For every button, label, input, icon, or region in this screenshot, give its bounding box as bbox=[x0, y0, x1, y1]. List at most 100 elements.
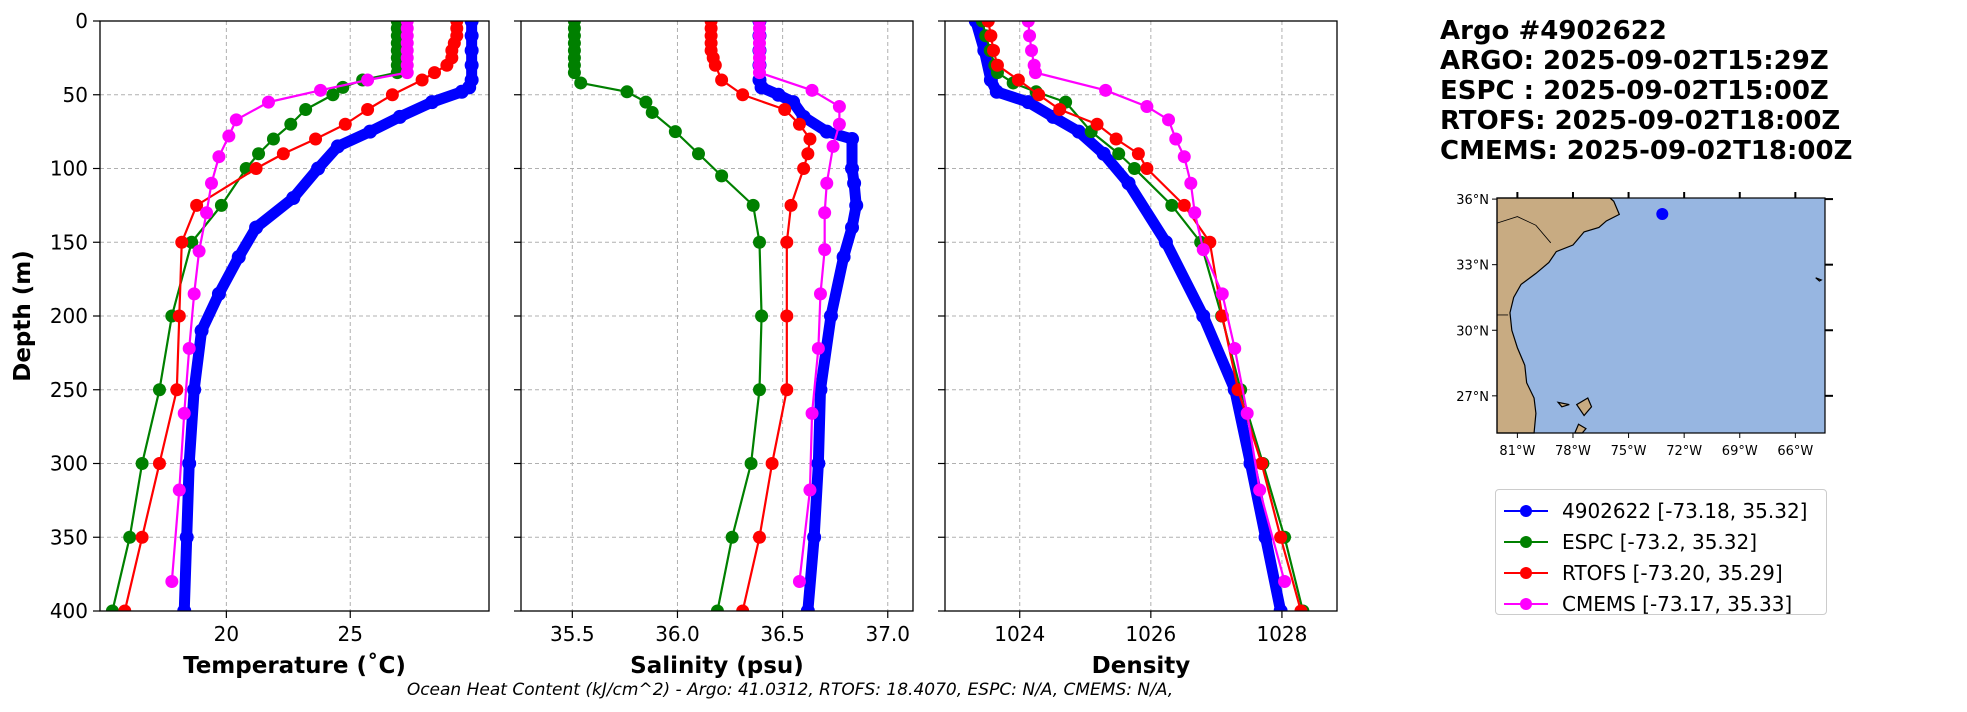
cmems-marker bbox=[172, 483, 186, 497]
map-lon-label: 75°W bbox=[1611, 444, 1647, 459]
rtofs-marker bbox=[1053, 103, 1067, 116]
espc-marker bbox=[746, 198, 760, 212]
title-float-id: Argo #4902622 bbox=[1440, 16, 1667, 46]
legend-label: 4902622 [-73.18, 35.32] bbox=[1562, 498, 1808, 523]
rtofs-marker bbox=[752, 530, 766, 544]
axes-frame bbox=[520, 20, 914, 612]
rtofs-marker bbox=[1274, 530, 1288, 544]
argo-marker bbox=[425, 95, 440, 110]
argo-marker bbox=[211, 286, 226, 301]
argo-marker bbox=[823, 309, 838, 323]
x-tick-label: 37.0 bbox=[865, 622, 910, 646]
espc-marker bbox=[135, 457, 149, 470]
espc-marker bbox=[752, 383, 766, 397]
cmems-marker bbox=[165, 575, 179, 588]
argo-marker bbox=[754, 80, 769, 95]
espc-marker bbox=[1112, 147, 1126, 161]
legend-entry-rtofs: RTOFS [-73.20, 35.29] bbox=[1504, 558, 1826, 587]
legend-swatch bbox=[1504, 594, 1548, 614]
x-tick-label: 25 bbox=[338, 622, 363, 646]
espc-marker bbox=[620, 85, 634, 99]
argo-marker bbox=[249, 220, 264, 235]
cmems-marker bbox=[192, 244, 206, 258]
rtofs-marker bbox=[1011, 73, 1025, 87]
y-tick-label: 50 bbox=[63, 83, 88, 107]
x-tick-label: 36.5 bbox=[760, 622, 805, 646]
legend-marker bbox=[1520, 535, 1532, 548]
cmems-marker bbox=[1023, 29, 1037, 43]
panel-density: 1024 1026 1028 Density bbox=[938, 20, 1338, 679]
rtofs-marker bbox=[765, 457, 779, 470]
rtofs-marker bbox=[1177, 198, 1191, 212]
argo-marker bbox=[989, 84, 1004, 99]
map-lat-label: 27°N bbox=[1456, 390, 1489, 405]
cmems-marker bbox=[1188, 206, 1202, 220]
series-group bbox=[567, 21, 864, 611]
rtofs-marker bbox=[170, 383, 184, 397]
cmems-marker bbox=[818, 206, 832, 220]
rtofs-marker bbox=[715, 73, 729, 87]
land-island bbox=[1556, 401, 1570, 408]
espc-marker bbox=[645, 105, 659, 119]
rtofs-marker bbox=[792, 117, 806, 131]
figure-title-block: Argo #4902622 ARGO: 2025-09-02T15:29Z ES… bbox=[1440, 16, 1852, 166]
x-axis-label: Salinity (psu) bbox=[630, 653, 804, 679]
legend-swatch bbox=[1504, 501, 1548, 521]
cmems-marker bbox=[752, 66, 766, 80]
map-inset: 81°W 78°W 75°W 72°W 69°W 66°W 27°N 30°N 33°N 36°N bbox=[1456, 192, 1833, 459]
espc-marker bbox=[284, 117, 298, 131]
y-tick-label: 350 bbox=[50, 525, 88, 549]
espc-marker bbox=[1165, 198, 1179, 212]
x-tick-label: 35.5 bbox=[550, 622, 595, 646]
argo-marker bbox=[286, 191, 301, 205]
legend-entry-argo: 4902622 [-73.18, 35.32] bbox=[1504, 496, 1826, 525]
argo-marker bbox=[1096, 146, 1111, 161]
rtofs-marker bbox=[249, 162, 263, 175]
argo-marker bbox=[807, 530, 822, 545]
espc-marker bbox=[639, 95, 653, 109]
cmems-marker bbox=[832, 100, 846, 114]
argo-marker bbox=[454, 84, 469, 99]
axes-frame bbox=[99, 20, 490, 612]
rtofs-marker bbox=[990, 58, 1004, 72]
argo-marker bbox=[1196, 309, 1211, 323]
cmems-marker bbox=[805, 406, 819, 420]
title-rtofs-time: RTOFS: 2025-09-02T18:00Z bbox=[1440, 106, 1841, 136]
argo-marker bbox=[464, 43, 479, 58]
cmems-marker bbox=[400, 66, 414, 80]
rtofs-marker bbox=[135, 530, 149, 544]
cmems-marker bbox=[1028, 66, 1042, 80]
argo-marker bbox=[231, 250, 246, 264]
cmems-marker bbox=[200, 206, 214, 220]
rtofs-marker bbox=[984, 29, 998, 43]
title-argo-time: ARGO: 2025-09-02T15:29Z bbox=[1440, 46, 1829, 76]
cmems-marker bbox=[361, 73, 375, 87]
espc-marker bbox=[691, 147, 705, 161]
legend-swatch bbox=[1504, 563, 1548, 583]
y-tick-label: 200 bbox=[50, 304, 88, 328]
espc-marker bbox=[574, 76, 588, 90]
rtofs-marker bbox=[440, 58, 454, 72]
cmems-marker bbox=[1021, 21, 1035, 28]
y-tick-label: 100 bbox=[50, 157, 88, 181]
x-tick-label: 1026 bbox=[1125, 622, 1176, 646]
argo-marker bbox=[819, 124, 834, 139]
x-tick-label: 20 bbox=[214, 622, 239, 646]
cmems-marker bbox=[792, 575, 806, 588]
rtofs-marker bbox=[152, 457, 166, 470]
argo-marker bbox=[849, 198, 864, 213]
argo-marker bbox=[177, 604, 192, 611]
argo-marker bbox=[1258, 530, 1273, 545]
map-lon-label: 78°W bbox=[1555, 444, 1591, 459]
cmems-marker bbox=[222, 129, 236, 143]
argo-marker bbox=[182, 456, 197, 471]
cmems-marker bbox=[182, 341, 196, 355]
legend-entry-cmems: CMEMS [-73.17, 35.33] bbox=[1504, 589, 1826, 618]
series-group bbox=[968, 21, 1310, 611]
cmems-marker bbox=[1278, 575, 1292, 588]
espc-marker bbox=[185, 235, 199, 249]
argo-marker bbox=[464, 28, 479, 43]
cmems-marker bbox=[1215, 287, 1229, 301]
legend-entry-espc: ESPC [-73.2, 35.32] bbox=[1504, 527, 1826, 556]
y-tick-label: 400 bbox=[50, 599, 88, 623]
